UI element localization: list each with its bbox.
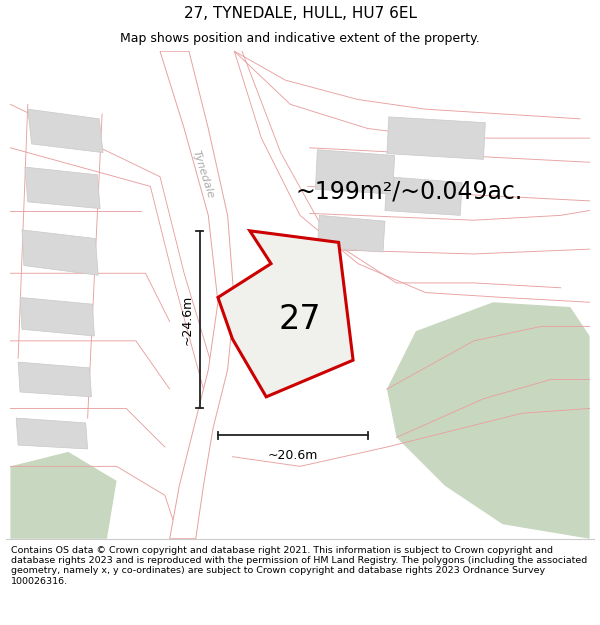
Polygon shape bbox=[385, 177, 462, 216]
Text: Map shows position and indicative extent of the property.: Map shows position and indicative extent… bbox=[120, 32, 480, 45]
Polygon shape bbox=[25, 167, 100, 209]
Text: Tynedale: Tynedale bbox=[191, 149, 216, 200]
Polygon shape bbox=[22, 230, 98, 275]
Text: ~20.6m: ~20.6m bbox=[268, 449, 318, 462]
Polygon shape bbox=[160, 51, 235, 539]
Text: 27, TYNEDALE, HULL, HU7 6EL: 27, TYNEDALE, HULL, HU7 6EL bbox=[184, 6, 416, 21]
Text: Contains OS data © Crown copyright and database right 2021. This information is : Contains OS data © Crown copyright and d… bbox=[11, 546, 587, 586]
Text: 27: 27 bbox=[278, 303, 322, 336]
Polygon shape bbox=[387, 302, 590, 539]
Polygon shape bbox=[387, 117, 485, 159]
Polygon shape bbox=[20, 298, 94, 336]
Polygon shape bbox=[218, 231, 353, 397]
Polygon shape bbox=[16, 418, 88, 449]
Polygon shape bbox=[317, 216, 385, 252]
Text: ~199m²/~0.049ac.: ~199m²/~0.049ac. bbox=[295, 179, 523, 203]
Polygon shape bbox=[10, 452, 116, 539]
Polygon shape bbox=[18, 362, 91, 397]
Polygon shape bbox=[316, 150, 395, 194]
Text: ~24.6m: ~24.6m bbox=[181, 294, 194, 345]
Polygon shape bbox=[28, 109, 103, 152]
